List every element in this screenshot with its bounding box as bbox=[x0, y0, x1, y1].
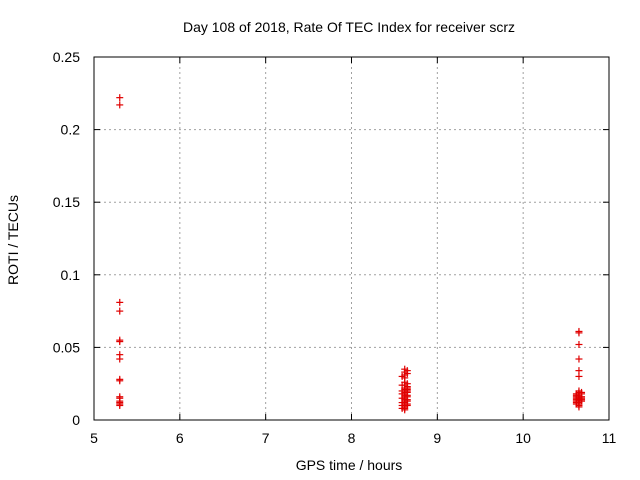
x-tick-label: 6 bbox=[176, 430, 184, 446]
y-tick-label: 0 bbox=[72, 412, 80, 428]
y-tick-label: 0.1 bbox=[61, 267, 81, 283]
y-tick-label: 0.25 bbox=[53, 49, 80, 65]
data-points bbox=[116, 94, 586, 414]
data-point-plus-marker bbox=[578, 397, 586, 405]
data-point-plus-marker bbox=[572, 400, 580, 408]
y-tick-label: 0.15 bbox=[53, 194, 80, 210]
data-point-plus-marker bbox=[116, 401, 124, 409]
data-point-plus-marker bbox=[116, 298, 124, 306]
x-tick-label: 9 bbox=[433, 430, 441, 446]
data-point-plus-marker bbox=[116, 338, 124, 346]
data-point-plus-marker bbox=[116, 94, 124, 102]
x-tick-label: 7 bbox=[262, 430, 270, 446]
data-point-plus-marker bbox=[403, 370, 411, 378]
data-point-plus-marker bbox=[116, 101, 124, 109]
data-point-plus-marker bbox=[575, 372, 583, 380]
data-point-plus-marker bbox=[116, 377, 124, 385]
x-tick-labels: 5 6 7 8 9 10 11 bbox=[90, 430, 616, 446]
y-tick-labels: 0 0.05 0.1 0.15 0.2 0.25 bbox=[53, 49, 80, 428]
y-axis-label: ROTI / TECUs bbox=[5, 195, 21, 285]
data-point-plus-marker bbox=[398, 404, 406, 412]
data-point-plus-marker bbox=[575, 340, 583, 348]
data-point-plus-marker bbox=[398, 372, 406, 380]
chart-title: Day 108 of 2018, Rate Of TEC Index for r… bbox=[183, 19, 515, 35]
x-tick-label: 10 bbox=[515, 430, 531, 446]
y-tick-label: 0.05 bbox=[53, 339, 80, 355]
data-point-plus-marker bbox=[575, 355, 583, 363]
grid-lines bbox=[94, 57, 609, 420]
data-point-plus-marker bbox=[116, 307, 124, 315]
x-tick-label: 11 bbox=[602, 430, 617, 446]
y-tick-label: 0.2 bbox=[61, 122, 81, 138]
axis-ticks bbox=[93, 56, 610, 421]
x-tick-label: 8 bbox=[348, 430, 356, 446]
x-tick-label: 5 bbox=[90, 430, 98, 446]
data-point-plus-marker bbox=[575, 329, 583, 337]
data-point-plus-marker bbox=[116, 355, 124, 363]
x-axis-label: GPS time / hours bbox=[296, 457, 403, 473]
